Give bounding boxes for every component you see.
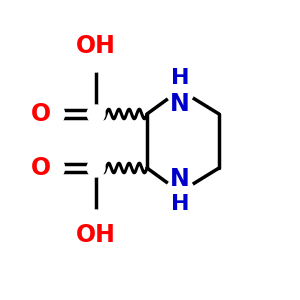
Text: N: N xyxy=(170,167,190,191)
Text: OH: OH xyxy=(76,224,116,248)
Text: O: O xyxy=(31,102,51,126)
Text: H: H xyxy=(171,194,189,214)
Text: OH: OH xyxy=(76,34,116,58)
Text: O: O xyxy=(31,156,51,180)
Circle shape xyxy=(40,156,64,180)
Circle shape xyxy=(84,48,108,72)
Text: N: N xyxy=(170,92,190,116)
Circle shape xyxy=(166,76,194,104)
Circle shape xyxy=(87,105,105,123)
Circle shape xyxy=(40,102,64,126)
Text: H: H xyxy=(171,68,189,88)
Circle shape xyxy=(84,210,108,234)
Circle shape xyxy=(87,159,105,177)
Circle shape xyxy=(166,178,194,206)
